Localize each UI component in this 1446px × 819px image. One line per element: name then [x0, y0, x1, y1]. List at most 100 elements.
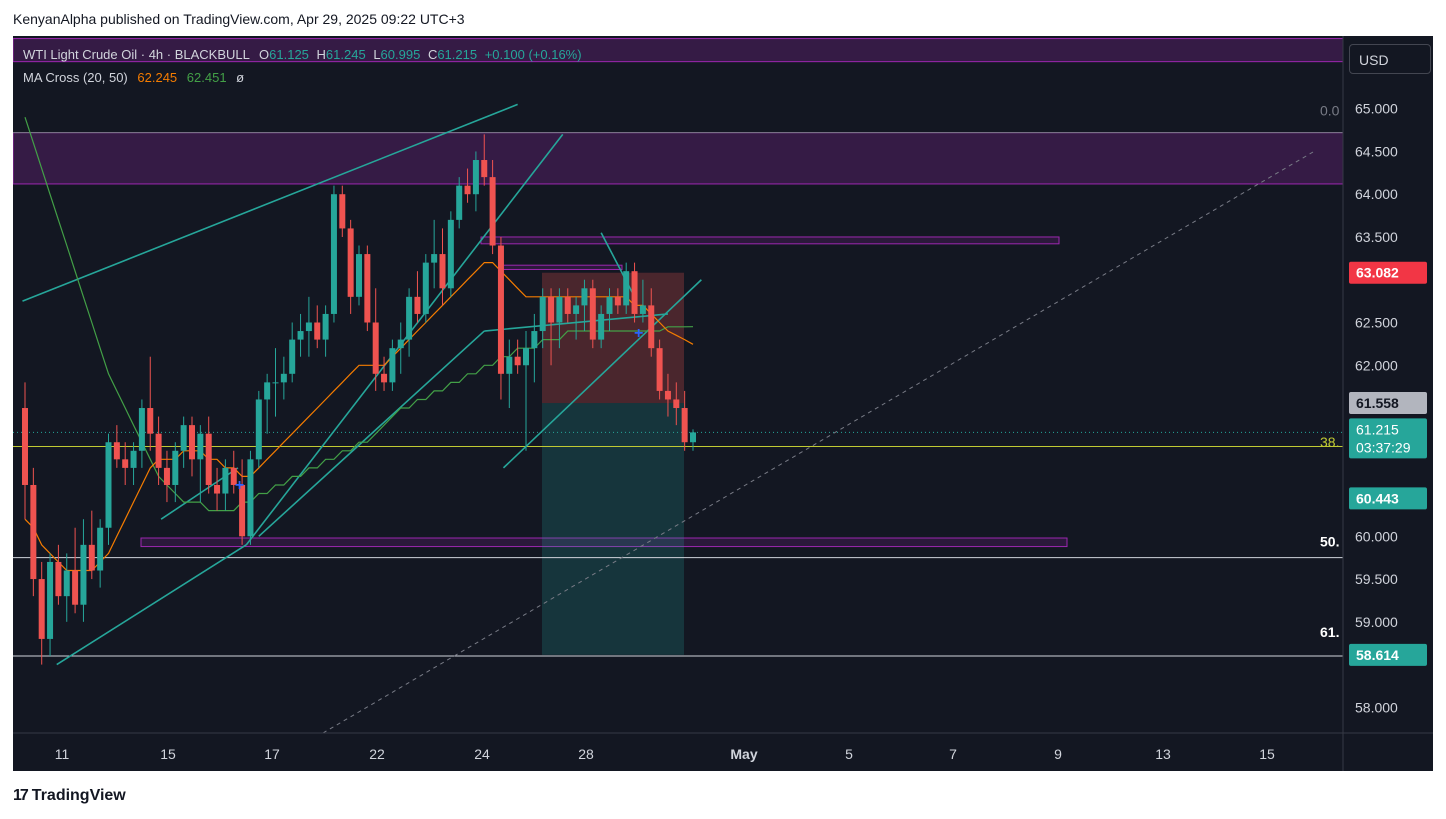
stop-price-label: 63.082	[1356, 265, 1399, 281]
price-tick: 64.500	[1355, 143, 1398, 159]
candle-body	[381, 373, 388, 383]
take-profit-zone	[542, 403, 684, 655]
candle-body	[80, 544, 87, 605]
indicator-extra: ø	[236, 70, 245, 85]
candle-body	[88, 544, 95, 571]
candle-body	[623, 271, 630, 306]
candle-body	[155, 433, 162, 468]
candle-body	[581, 288, 588, 306]
change-value: +0.100 (+0.16%)	[484, 47, 582, 62]
candle-body	[30, 484, 37, 580]
tradingview-logo-icon: 17	[13, 787, 29, 804]
candle-body	[548, 296, 555, 323]
open-label: O	[259, 47, 270, 62]
tradingview-logo[interactable]: 17 TradingView	[13, 786, 126, 806]
last-price-label-bg	[1349, 418, 1427, 459]
candle-body	[431, 254, 438, 263]
candle-body	[690, 432, 696, 443]
bar-countdown-label: 03:37:29	[1356, 439, 1411, 455]
target1-price-label: 60.443	[1356, 490, 1399, 506]
candle-body	[339, 194, 346, 229]
candle-body	[664, 390, 671, 400]
candle-body	[322, 313, 329, 340]
price-tick: 62.000	[1355, 357, 1398, 373]
candle-body	[113, 442, 120, 460]
candle-body	[389, 348, 396, 383]
time-tick: May	[730, 746, 757, 762]
price-tick: 64.000	[1355, 186, 1398, 202]
fib-label: 61.	[1320, 624, 1339, 640]
high-label: H	[316, 47, 326, 62]
zones-layer	[13, 38, 1344, 548]
candle-body	[347, 228, 354, 297]
candles-layer: ++	[22, 134, 696, 665]
publisher-header: KenyanAlpha published on TradingView.com…	[13, 11, 465, 27]
fib-label: 38.	[1320, 434, 1339, 450]
price-chart[interactable]: ++ 58.00059.00059.50060.00062.00062.5006…	[13, 36, 1433, 771]
target1-price-label-bg	[1349, 487, 1427, 510]
candle-body	[481, 160, 488, 178]
support-resistance-zone	[498, 264, 623, 270]
candle-body	[255, 399, 262, 460]
price-tick: 62.500	[1355, 314, 1398, 330]
candle-body	[47, 561, 54, 639]
candle-body	[464, 185, 471, 195]
candle-body	[439, 254, 446, 289]
candle-body	[531, 331, 538, 349]
candle-body	[681, 408, 688, 443]
time-tick: 22	[369, 746, 385, 762]
ma-cross-marker: +	[634, 325, 643, 342]
candle-body	[564, 296, 571, 314]
ma-slow-line	[24, 117, 694, 512]
candle-body	[314, 322, 321, 340]
time-tick: 7	[949, 746, 957, 762]
currency-button[interactable]: USD	[1349, 44, 1431, 74]
candle-body	[606, 296, 613, 314]
candle-body	[497, 245, 504, 374]
open-value: 61.125	[269, 47, 309, 62]
close-value: 61.215	[437, 47, 478, 62]
candle-body	[289, 339, 296, 374]
candle-body	[197, 433, 204, 460]
trendline	[22, 103, 518, 302]
time-tick: 15	[160, 746, 176, 762]
candle-body	[38, 579, 45, 639]
candle-body	[648, 305, 655, 349]
ma-fast-value: 62.245	[137, 70, 178, 85]
candle-body	[264, 382, 271, 400]
position-tool	[542, 272, 684, 655]
price-tick: 60.000	[1355, 528, 1398, 544]
candle-body	[105, 442, 112, 528]
price-tick: 65.000	[1355, 101, 1398, 117]
levels-layer	[13, 132, 1343, 734]
candle-body	[180, 425, 187, 451]
low-value: 60.995	[380, 47, 421, 62]
price-tick: 59.000	[1355, 614, 1398, 630]
time-tick: 28	[578, 746, 594, 762]
candle-body	[639, 305, 646, 314]
low-label: L	[373, 47, 381, 62]
time-tick: 9	[1054, 746, 1062, 762]
price-labels-layer: 0.0 38. 50. 61. 63.082 61.558 61.215 03:37:29 60…	[1320, 102, 1427, 666]
candle-body	[214, 484, 221, 494]
chart-panel[interactable]: + + 58.000 59.000 59.500 60.000 62.000 62.500 6…	[13, 36, 1433, 771]
candle-body	[414, 296, 421, 314]
candle-body	[272, 382, 279, 384]
candle-body	[406, 296, 413, 340]
candle-body	[472, 160, 479, 195]
candle-body	[631, 271, 638, 314]
last-price-label: 61.215	[1356, 421, 1399, 437]
candle-body	[598, 313, 605, 340]
ma-slow-value: 62.451	[186, 70, 227, 85]
candle-body	[356, 254, 362, 297]
time-tick: 17	[264, 746, 280, 762]
candle-body	[539, 296, 546, 332]
stop-price-label-bg	[1349, 261, 1427, 284]
candle-body	[130, 450, 137, 468]
candle-body	[172, 450, 179, 485]
support-resistance-zone	[140, 537, 1068, 548]
candle-body	[122, 459, 129, 468]
indicator-legend[interactable]: MA Cross (20, 50) 62.245 62.451 ø	[23, 70, 244, 85]
candle-body	[456, 185, 463, 220]
trendline	[258, 330, 485, 537]
